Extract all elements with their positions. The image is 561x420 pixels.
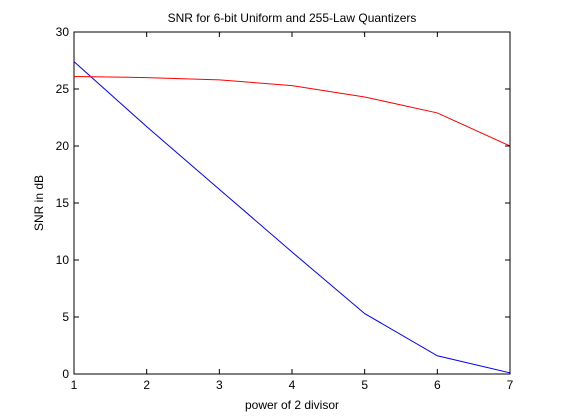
y-tick-label: 25 <box>56 82 70 96</box>
y-tick-label: 30 <box>56 25 70 39</box>
y-axis-label: SNR in dB <box>32 175 46 231</box>
x-tick-label: 2 <box>143 378 150 392</box>
x-tick-label: 6 <box>434 378 441 392</box>
x-tick-label: 7 <box>507 378 514 392</box>
x-tick-label: 1 <box>71 378 78 392</box>
y-tick-label: 15 <box>56 196 70 210</box>
y-tick-label: 10 <box>56 253 70 267</box>
series-line-2 <box>73 75 511 147</box>
plot-area <box>73 31 511 375</box>
series-line-1 <box>73 61 511 374</box>
x-tick-label: 4 <box>289 378 296 392</box>
y-tick-label: 0 <box>62 367 69 381</box>
x-axis-label: power of 2 divisor <box>245 398 339 412</box>
y-tick-label: 20 <box>56 139 70 153</box>
chart-title: SNR for 6-bit Uniform and 255-Law Quanti… <box>168 11 417 25</box>
x-tick-label: 5 <box>361 378 368 392</box>
y-tick-label: 5 <box>62 310 69 324</box>
x-tick-label: 3 <box>216 378 223 392</box>
